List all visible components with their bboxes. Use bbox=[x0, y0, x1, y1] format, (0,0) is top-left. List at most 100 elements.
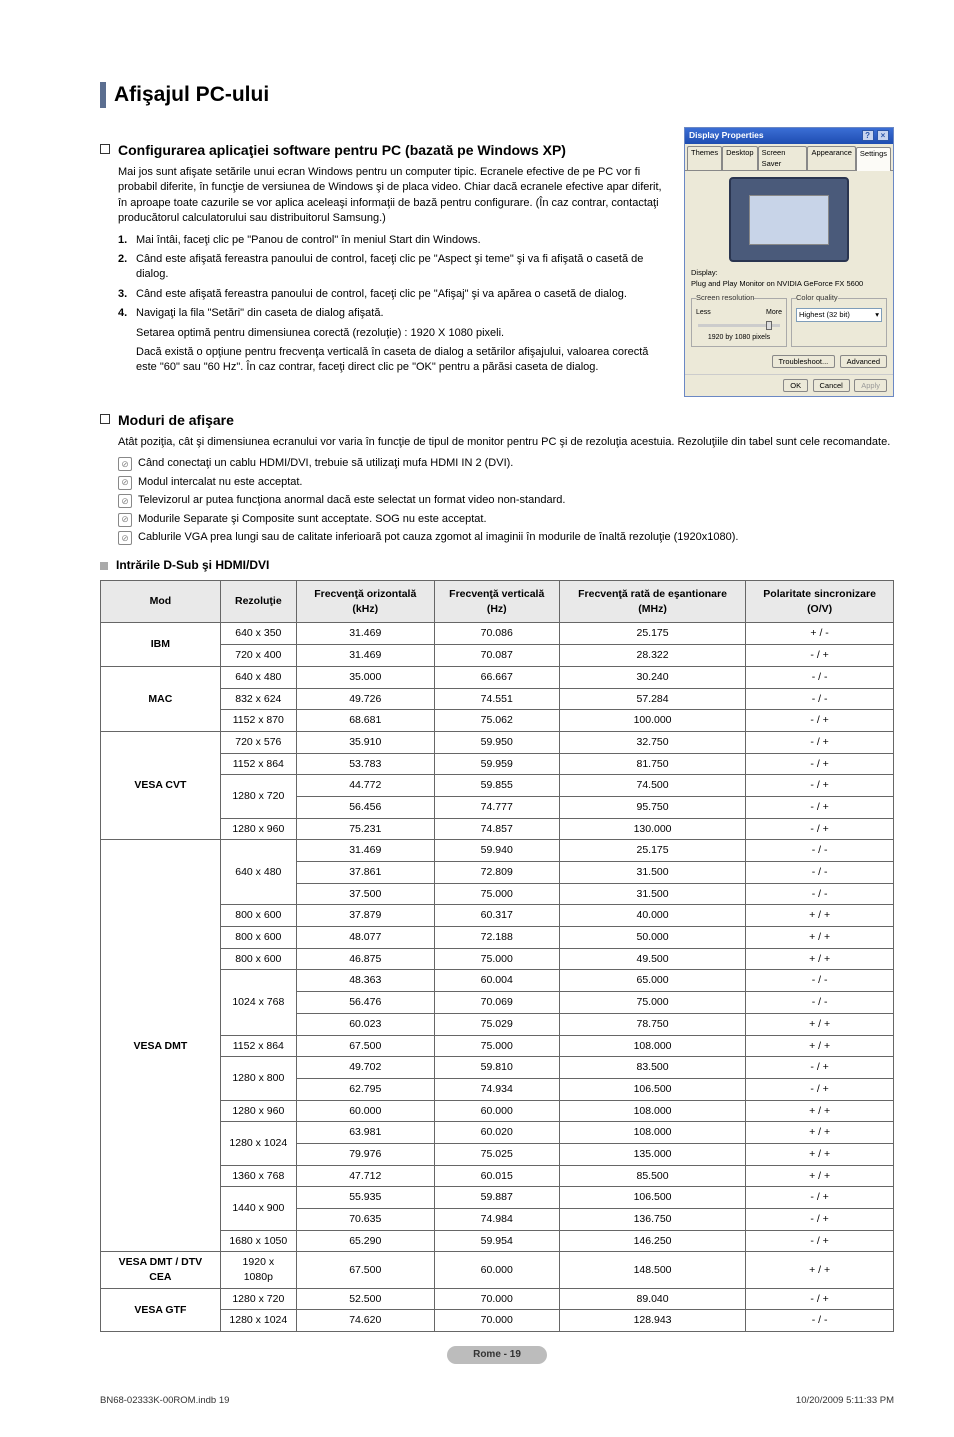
data-cell: + / + bbox=[746, 1165, 894, 1187]
data-cell: 68.681 bbox=[296, 710, 434, 732]
table-row: VESA DMT / DTV CEA1920 x 1080p67.50060.0… bbox=[101, 1252, 894, 1288]
res-cell: 1280 x 800 bbox=[220, 1057, 296, 1100]
data-cell: 146.250 bbox=[559, 1230, 745, 1252]
th-mode: Mod bbox=[101, 581, 221, 623]
section2-header: Moduri de afişare bbox=[100, 411, 894, 431]
data-cell: - / - bbox=[746, 992, 894, 1014]
table-subhead: Intrările D-Sub şi HDMI/DVI bbox=[100, 557, 894, 574]
data-cell: - / + bbox=[746, 1057, 894, 1079]
data-cell: 70.086 bbox=[434, 623, 559, 645]
note-4: Modurile Separate şi Composite sunt acce… bbox=[138, 512, 894, 527]
slider-thumb-icon[interactable] bbox=[766, 321, 772, 330]
tab-themes[interactable]: Themes bbox=[687, 146, 722, 170]
data-cell: 74.620 bbox=[296, 1310, 434, 1332]
help-icon[interactable]: ? bbox=[862, 130, 874, 141]
data-cell: - / - bbox=[746, 1310, 894, 1332]
data-cell: 85.500 bbox=[559, 1165, 745, 1187]
xp-color-quality-select[interactable]: Highest (32 bit) ▾ bbox=[796, 308, 882, 323]
data-cell: 60.023 bbox=[296, 1013, 434, 1035]
data-cell: 31.469 bbox=[296, 840, 434, 862]
close-icon[interactable]: × bbox=[877, 130, 889, 141]
apply-button[interactable]: Apply bbox=[854, 379, 887, 392]
data-cell: 60.000 bbox=[434, 1252, 559, 1288]
data-cell: 31.469 bbox=[296, 645, 434, 667]
data-cell: 31.500 bbox=[559, 883, 745, 905]
step-3: Când este afişată fereastra panoului de … bbox=[136, 287, 668, 302]
th-polarity: Polaritate sincronizare (O/V) bbox=[746, 581, 894, 623]
data-cell: - / + bbox=[746, 1187, 894, 1209]
data-cell: 59.855 bbox=[434, 775, 559, 797]
xp-window-title: Display Properties bbox=[689, 130, 764, 142]
data-cell: + / + bbox=[746, 1100, 894, 1122]
title-accent bbox=[100, 82, 106, 108]
data-cell: + / + bbox=[746, 1143, 894, 1165]
data-cell: 40.000 bbox=[559, 905, 745, 927]
data-cell: 75.231 bbox=[296, 818, 434, 840]
data-cell: 72.809 bbox=[434, 862, 559, 884]
data-cell: - / + bbox=[746, 645, 894, 667]
table-row: 1280 x 102463.98160.020108.000+ / + bbox=[101, 1122, 894, 1144]
data-cell: 60.020 bbox=[434, 1122, 559, 1144]
data-cell: 70.000 bbox=[434, 1310, 559, 1332]
res-cell: 1024 x 768 bbox=[220, 970, 296, 1035]
res-cell: 1280 x 720 bbox=[220, 775, 296, 818]
data-cell: 72.188 bbox=[434, 927, 559, 949]
chevron-down-icon: ▾ bbox=[875, 310, 879, 321]
res-cell: 640 x 480 bbox=[220, 840, 296, 905]
section1-intro: Mai jos sunt afişate setările unui ecran… bbox=[118, 165, 668, 227]
data-cell: - / + bbox=[746, 710, 894, 732]
data-cell: 59.940 bbox=[434, 840, 559, 862]
data-cell: 1280 x 960 bbox=[220, 1100, 296, 1122]
advanced-button[interactable]: Advanced bbox=[840, 355, 887, 368]
data-cell: 1152 x 870 bbox=[220, 710, 296, 732]
data-cell: + / - bbox=[746, 623, 894, 645]
data-cell: 148.500 bbox=[559, 1252, 745, 1288]
data-cell: 49.726 bbox=[296, 688, 434, 710]
table-row: 1280 x 80049.70259.81083.500- / + bbox=[101, 1057, 894, 1079]
data-cell: 35.000 bbox=[296, 666, 434, 688]
xp-resolution-slider[interactable] bbox=[698, 324, 780, 327]
data-cell: 75.000 bbox=[559, 992, 745, 1014]
tab-appearance[interactable]: Appearance bbox=[807, 146, 855, 170]
step-2: Când este afişată fereastra panoului de … bbox=[136, 252, 668, 283]
data-cell: 1280 x 720 bbox=[220, 1288, 296, 1310]
data-cell: - / + bbox=[746, 1078, 894, 1100]
data-cell: 1280 x 1024 bbox=[220, 1310, 296, 1332]
table-row: 1280 x 96075.23174.857130.000- / + bbox=[101, 818, 894, 840]
data-cell: 74.934 bbox=[434, 1078, 559, 1100]
step-4: Navigaţi la fila "Setări" din caseta de … bbox=[136, 306, 668, 321]
data-cell: 832 x 624 bbox=[220, 688, 296, 710]
tab-desktop[interactable]: Desktop bbox=[722, 146, 758, 170]
notes-list: ⊘Când conectaţi un cablu HDMI/DVI, trebu… bbox=[118, 456, 894, 545]
xp-window-buttons: ? × bbox=[861, 130, 889, 142]
table-row: VESA CVT720 x 57635.91059.95032.750- / + bbox=[101, 731, 894, 753]
ok-button[interactable]: OK bbox=[783, 379, 808, 392]
table-row: 1680 x 105065.29059.954146.250- / + bbox=[101, 1230, 894, 1252]
data-cell: 52.500 bbox=[296, 1288, 434, 1310]
data-cell: 70.000 bbox=[434, 1288, 559, 1310]
troubleshoot-button[interactable]: Troubleshoot... bbox=[772, 355, 836, 368]
table-row: IBM640 x 35031.46970.08625.175+ / - bbox=[101, 623, 894, 645]
data-cell: 53.783 bbox=[296, 753, 434, 775]
data-cell: 70.069 bbox=[434, 992, 559, 1014]
data-cell: 59.954 bbox=[434, 1230, 559, 1252]
data-cell: 106.500 bbox=[559, 1187, 745, 1209]
data-cell: 44.772 bbox=[296, 775, 434, 797]
data-cell: 37.861 bbox=[296, 862, 434, 884]
tab-settings[interactable]: Settings bbox=[856, 147, 891, 171]
data-cell: - / + bbox=[746, 818, 894, 840]
data-cell: 74.984 bbox=[434, 1209, 559, 1231]
cancel-button[interactable]: Cancel bbox=[813, 379, 850, 392]
data-cell: - / - bbox=[746, 862, 894, 884]
data-cell: 48.363 bbox=[296, 970, 434, 992]
data-cell: 49.702 bbox=[296, 1057, 434, 1079]
xp-display-properties-window: Display Properties ? × Themes Desktop Sc… bbox=[684, 127, 894, 397]
tab-screensaver[interactable]: Screen Saver bbox=[758, 146, 808, 170]
xp-res-value: 1920 by 1080 pixels bbox=[696, 333, 782, 343]
data-cell: 25.175 bbox=[559, 623, 745, 645]
data-cell: 31.469 bbox=[296, 623, 434, 645]
data-cell: 60.015 bbox=[434, 1165, 559, 1187]
data-cell: 128.943 bbox=[559, 1310, 745, 1332]
data-cell: - / + bbox=[746, 775, 894, 797]
step-num: 4. bbox=[118, 306, 136, 321]
